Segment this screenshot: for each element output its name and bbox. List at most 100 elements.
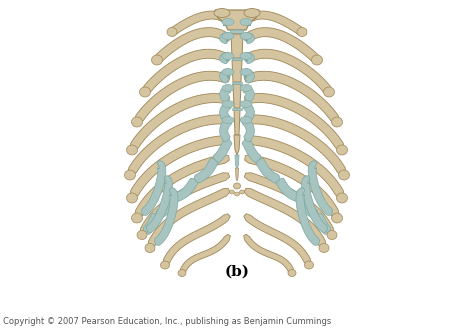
Polygon shape <box>244 52 255 64</box>
Polygon shape <box>244 49 331 93</box>
Polygon shape <box>234 135 240 155</box>
Ellipse shape <box>235 192 239 196</box>
Polygon shape <box>141 161 166 215</box>
Ellipse shape <box>222 52 234 59</box>
Text: Copyright © 2007 Pearson Education, Inc., publishing as Benjamin Cummings: Copyright © 2007 Pearson Education, Inc.… <box>3 317 331 326</box>
Polygon shape <box>296 196 318 218</box>
Polygon shape <box>232 60 242 82</box>
Polygon shape <box>164 214 230 266</box>
Polygon shape <box>232 58 242 60</box>
Ellipse shape <box>161 261 170 269</box>
Polygon shape <box>130 136 229 199</box>
Polygon shape <box>219 32 230 44</box>
Polygon shape <box>219 52 230 64</box>
Polygon shape <box>219 69 230 83</box>
Ellipse shape <box>240 32 252 40</box>
Ellipse shape <box>127 193 137 203</box>
Polygon shape <box>236 168 238 181</box>
Polygon shape <box>244 188 326 249</box>
Ellipse shape <box>214 9 230 17</box>
Polygon shape <box>296 188 319 245</box>
Polygon shape <box>155 28 230 62</box>
Polygon shape <box>215 10 259 30</box>
Polygon shape <box>244 234 293 274</box>
Ellipse shape <box>240 52 252 59</box>
Ellipse shape <box>131 117 143 127</box>
Ellipse shape <box>222 69 234 76</box>
Ellipse shape <box>222 18 234 25</box>
Ellipse shape <box>222 32 234 40</box>
Polygon shape <box>245 136 344 199</box>
Ellipse shape <box>127 145 137 155</box>
Polygon shape <box>219 101 231 122</box>
Ellipse shape <box>167 27 177 37</box>
Polygon shape <box>245 173 334 236</box>
Ellipse shape <box>288 270 296 277</box>
Polygon shape <box>143 49 230 93</box>
Polygon shape <box>243 85 255 103</box>
Ellipse shape <box>145 244 155 252</box>
Ellipse shape <box>222 116 234 123</box>
Polygon shape <box>314 213 331 235</box>
Polygon shape <box>171 11 230 34</box>
Polygon shape <box>194 158 218 183</box>
Polygon shape <box>244 11 303 34</box>
Ellipse shape <box>222 84 234 91</box>
Polygon shape <box>143 213 160 235</box>
Ellipse shape <box>323 87 335 97</box>
Ellipse shape <box>222 101 234 108</box>
Polygon shape <box>146 176 173 232</box>
Ellipse shape <box>331 117 343 127</box>
Polygon shape <box>232 82 242 84</box>
Ellipse shape <box>178 270 186 277</box>
Ellipse shape <box>125 170 136 180</box>
Polygon shape <box>244 32 255 44</box>
Ellipse shape <box>239 190 245 194</box>
Polygon shape <box>244 71 339 123</box>
Ellipse shape <box>327 230 337 240</box>
Polygon shape <box>245 115 346 176</box>
Ellipse shape <box>337 193 347 203</box>
Ellipse shape <box>152 55 163 65</box>
Polygon shape <box>140 173 229 236</box>
Polygon shape <box>135 154 229 219</box>
Polygon shape <box>232 108 242 110</box>
Ellipse shape <box>137 230 147 240</box>
Polygon shape <box>244 28 319 62</box>
Text: (b): (b) <box>225 265 249 279</box>
Ellipse shape <box>240 69 252 76</box>
Ellipse shape <box>319 244 329 252</box>
Polygon shape <box>130 93 229 151</box>
Polygon shape <box>156 196 178 218</box>
Polygon shape <box>234 110 240 135</box>
Ellipse shape <box>240 18 252 25</box>
Polygon shape <box>243 101 255 122</box>
Polygon shape <box>135 71 230 123</box>
Polygon shape <box>219 85 231 103</box>
Ellipse shape <box>240 101 252 108</box>
Polygon shape <box>233 84 241 108</box>
Polygon shape <box>128 115 229 176</box>
Polygon shape <box>243 118 255 142</box>
Polygon shape <box>174 178 198 201</box>
Ellipse shape <box>331 213 343 223</box>
Polygon shape <box>245 154 339 219</box>
Polygon shape <box>219 118 231 142</box>
Polygon shape <box>235 155 239 168</box>
Polygon shape <box>155 188 178 245</box>
Polygon shape <box>308 161 333 215</box>
Ellipse shape <box>297 27 307 37</box>
Ellipse shape <box>338 170 349 180</box>
Polygon shape <box>148 188 230 249</box>
Polygon shape <box>230 30 244 34</box>
Ellipse shape <box>234 183 240 189</box>
Ellipse shape <box>139 87 151 97</box>
Polygon shape <box>244 69 255 83</box>
Polygon shape <box>244 18 250 26</box>
Ellipse shape <box>337 145 347 155</box>
Polygon shape <box>245 93 344 151</box>
Polygon shape <box>276 178 300 201</box>
Polygon shape <box>213 139 232 162</box>
Polygon shape <box>242 139 261 162</box>
Ellipse shape <box>131 213 143 223</box>
